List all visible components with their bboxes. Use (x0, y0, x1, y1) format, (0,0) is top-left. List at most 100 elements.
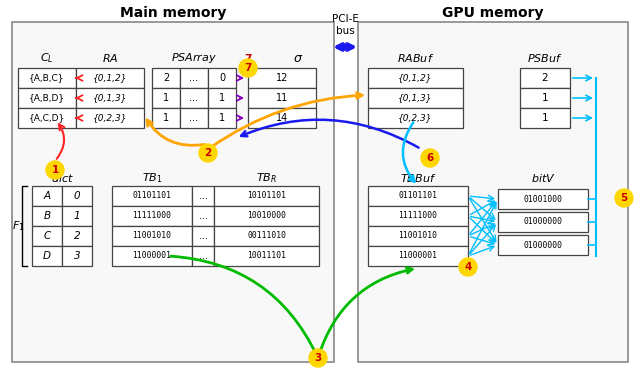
Text: 11001010: 11001010 (399, 232, 438, 241)
Bar (192, 206, 214, 226)
Text: ...: ... (189, 93, 198, 103)
Text: 11111000: 11111000 (132, 211, 172, 221)
Bar (208, 88, 236, 108)
Text: 10010000: 10010000 (247, 211, 286, 221)
Text: ...: ... (198, 231, 207, 241)
Text: 1: 1 (219, 113, 225, 123)
Text: A: A (44, 191, 51, 201)
Bar (112, 206, 192, 226)
Text: $TB_1$: $TB_1$ (141, 171, 163, 185)
Circle shape (309, 349, 327, 367)
Text: 00111010: 00111010 (247, 232, 286, 241)
Text: 2: 2 (74, 231, 80, 241)
Bar (208, 68, 236, 88)
Text: 2: 2 (163, 73, 169, 83)
Text: {0,2,3}: {0,2,3} (398, 113, 433, 122)
Text: 3: 3 (314, 353, 322, 363)
Bar (214, 206, 319, 226)
Text: 6: 6 (426, 153, 434, 163)
Text: 12: 12 (276, 73, 288, 83)
Text: 11000001: 11000001 (132, 252, 172, 260)
Text: $dict$: $dict$ (51, 172, 74, 184)
Text: 1: 1 (163, 93, 169, 103)
Text: 01001000: 01001000 (524, 194, 563, 204)
Text: 11: 11 (276, 93, 288, 103)
Circle shape (199, 144, 217, 162)
Bar (32, 226, 62, 246)
Text: 14: 14 (276, 113, 288, 123)
Text: 5: 5 (620, 193, 628, 203)
Text: D: D (43, 251, 51, 261)
Bar (32, 206, 62, 226)
Bar (76, 108, 144, 128)
Bar (498, 212, 588, 232)
Circle shape (46, 161, 64, 179)
Text: ...: ... (198, 211, 207, 221)
Text: GPU memory: GPU memory (442, 6, 544, 20)
Text: 0: 0 (74, 191, 80, 201)
Text: $C_L$: $C_L$ (40, 51, 54, 65)
Bar (112, 246, 192, 266)
Bar (358, 22, 628, 362)
Text: ...: ... (189, 113, 198, 123)
Bar (208, 108, 236, 128)
Bar (76, 68, 144, 88)
Text: {A,B,C}: {A,B,C} (29, 74, 65, 83)
Bar (368, 226, 468, 246)
Text: $PSBuf$: $PSBuf$ (527, 52, 563, 64)
Bar (248, 68, 316, 88)
Bar (152, 68, 180, 88)
Text: $\sigma$: $\sigma$ (293, 52, 303, 64)
Text: Main memory: Main memory (120, 6, 226, 20)
Text: 01000000: 01000000 (524, 241, 563, 249)
Bar (520, 68, 570, 88)
Text: PCI-E
bus: PCI-E bus (332, 14, 358, 36)
Text: ...: ... (198, 191, 207, 201)
Circle shape (239, 59, 257, 77)
Bar (368, 206, 468, 226)
Text: {A,C,D}: {A,C,D} (29, 113, 65, 122)
Bar (76, 88, 144, 108)
Text: B: B (44, 211, 51, 221)
Bar (62, 206, 92, 226)
Bar (520, 108, 570, 128)
Bar (248, 88, 316, 108)
Text: 11000001: 11000001 (399, 252, 438, 260)
Text: 2: 2 (204, 148, 212, 158)
Text: 7: 7 (244, 63, 252, 73)
Text: 1: 1 (541, 93, 548, 103)
Text: $RABuf$: $RABuf$ (397, 52, 434, 64)
Text: {0,1,3}: {0,1,3} (398, 94, 433, 102)
Bar (520, 88, 570, 108)
Circle shape (459, 258, 477, 276)
Bar (368, 186, 468, 206)
Text: $RA$: $RA$ (102, 52, 118, 64)
Circle shape (421, 149, 439, 167)
Circle shape (615, 189, 633, 207)
Text: 01101101: 01101101 (399, 191, 438, 200)
Bar (192, 186, 214, 206)
Bar (62, 186, 92, 206)
Bar (498, 235, 588, 255)
Text: 2: 2 (541, 73, 548, 83)
Text: $TBBuf$: $TBBuf$ (400, 172, 436, 184)
Bar (214, 246, 319, 266)
Bar (62, 226, 92, 246)
Text: 0: 0 (219, 73, 225, 83)
Text: 11001010: 11001010 (132, 232, 172, 241)
Bar (368, 246, 468, 266)
Text: 11111000: 11111000 (399, 211, 438, 221)
Text: 1: 1 (219, 93, 225, 103)
Bar (152, 108, 180, 128)
Bar (498, 189, 588, 209)
Text: $PSArray$: $PSArray$ (171, 51, 217, 65)
Bar (152, 88, 180, 108)
Text: 01101101: 01101101 (132, 191, 172, 200)
Text: {0,1,3}: {0,1,3} (93, 94, 127, 102)
Bar (62, 246, 92, 266)
Text: C: C (44, 231, 51, 241)
Bar (180, 68, 208, 88)
Text: 10101101: 10101101 (247, 191, 286, 200)
Text: ...: ... (189, 73, 198, 83)
Text: 1: 1 (541, 113, 548, 123)
